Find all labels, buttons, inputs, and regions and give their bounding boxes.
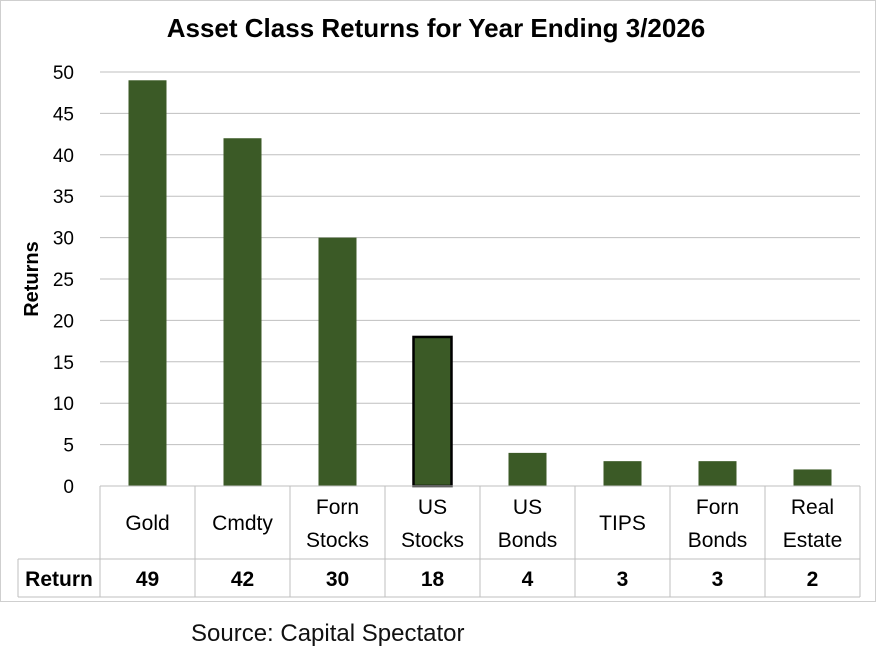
y-axis-ticks: 0 5 10 15 20 25 30 35 40 45 50 (53, 63, 74, 498)
x-tick-label: Gold (125, 512, 169, 535)
data-label: 18 (421, 568, 445, 591)
x-tick-label: Bonds (688, 529, 748, 552)
y-tick-label: 50 (53, 63, 74, 84)
data-label: 3 (617, 568, 629, 591)
y-tick-label: 15 (53, 353, 74, 374)
y-tick-label: 35 (53, 187, 74, 208)
y-tick-label: 25 (53, 270, 74, 291)
bar (508, 452, 547, 486)
bar (223, 138, 262, 487)
x-tick-label: US (418, 496, 447, 519)
x-tick-label: Cmdty (212, 512, 273, 535)
bar (698, 461, 737, 486)
x-tick-label: Real (791, 496, 834, 519)
data-label: 30 (326, 568, 349, 591)
y-tick-label: 5 (63, 436, 74, 457)
data-label: 2 (807, 568, 819, 591)
chart-title: Asset Class Returns for Year Ending 3/20… (167, 13, 706, 43)
y-tick-label: 0 (63, 477, 74, 498)
bar (412, 335, 453, 488)
y-tick-label: 40 (53, 146, 74, 167)
x-tick-label: Stocks (306, 529, 369, 552)
bars (128, 80, 832, 488)
y-axis-label: Returns (21, 241, 43, 317)
gridlines (100, 71, 860, 446)
bar (128, 80, 167, 486)
bar (603, 461, 642, 486)
y-tick-label: 20 (53, 311, 74, 332)
x-tick-label: Bonds (498, 529, 558, 552)
x-tick-label: Forn (316, 496, 359, 519)
series-label: Return (25, 568, 93, 591)
bar (318, 237, 357, 486)
data-label: 3 (712, 568, 724, 591)
data-label: 42 (231, 568, 254, 591)
y-tick-label: 30 (53, 229, 74, 250)
x-tick-label: Forn (696, 496, 739, 519)
data-label: 49 (136, 568, 159, 591)
bar (793, 469, 832, 486)
x-tick-label: Stocks (401, 529, 464, 552)
source-note: Source: Capital Spectator (191, 620, 465, 647)
x-tick-label: US (513, 496, 542, 519)
data-table: Gold49Cmdty42FornStocks30USStocks18USBon… (17, 485, 861, 598)
data-label: 4 (522, 568, 534, 591)
x-tick-label: Estate (783, 529, 843, 552)
x-tick-label: TIPS (599, 512, 646, 535)
y-tick-label: 45 (53, 104, 74, 125)
y-tick-label: 10 (53, 394, 74, 415)
